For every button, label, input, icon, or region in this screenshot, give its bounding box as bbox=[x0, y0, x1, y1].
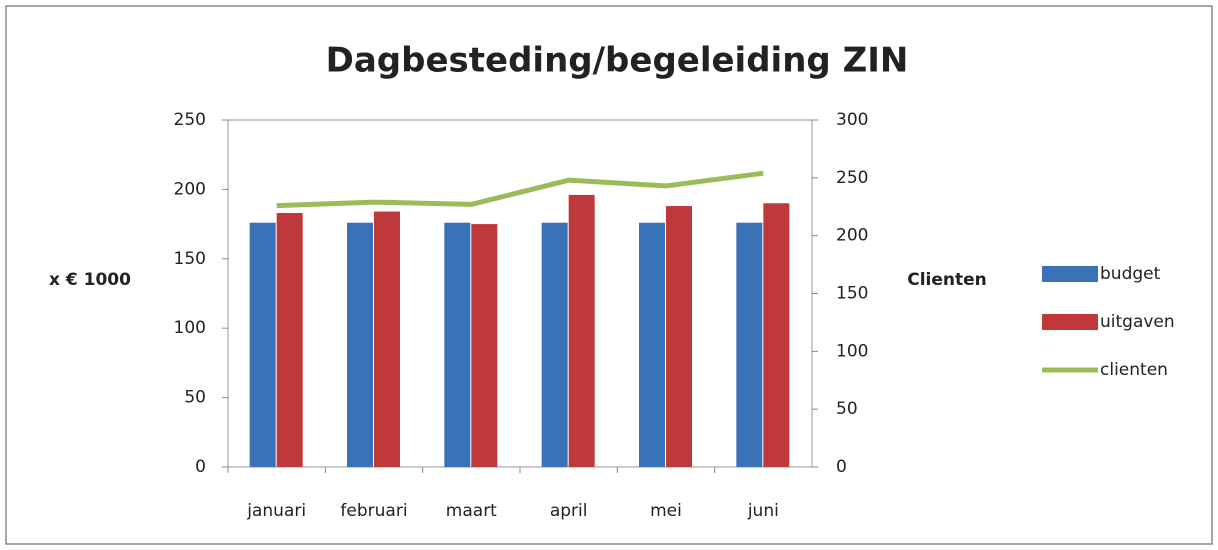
bar bbox=[471, 224, 498, 467]
x-tick-label: april bbox=[550, 501, 588, 521]
y-tick-label: 250 bbox=[174, 110, 206, 130]
chart-title: Dagbesteding/begeleiding ZIN bbox=[326, 41, 909, 81]
x-tick-label: maart bbox=[446, 501, 497, 521]
legend-label: budget bbox=[1100, 264, 1161, 284]
bar bbox=[541, 222, 568, 467]
y2-tick-label: 100 bbox=[836, 341, 868, 361]
bar bbox=[374, 211, 400, 467]
legend-label: clienten bbox=[1100, 360, 1168, 380]
chart-border bbox=[5, 5, 1213, 545]
legend-swatch bbox=[1042, 314, 1098, 330]
y2-tick-label: 300 bbox=[836, 110, 868, 130]
bar bbox=[666, 206, 692, 467]
bar bbox=[736, 222, 763, 467]
y2-tick-label: 50 bbox=[836, 399, 858, 419]
y2-tick-label: 200 bbox=[836, 226, 868, 246]
y2-axis-title: Clienten bbox=[907, 270, 987, 290]
bar bbox=[763, 203, 790, 467]
y-tick-label: 0 bbox=[195, 457, 206, 477]
bar bbox=[568, 194, 595, 467]
y2-tick-label: 250 bbox=[836, 168, 868, 188]
legend-label: uitgaven bbox=[1100, 312, 1175, 332]
bar bbox=[249, 222, 276, 467]
y-tick-label: 50 bbox=[184, 388, 206, 408]
y-axis-title: x € 1000 bbox=[49, 270, 131, 290]
x-tick-label: mei bbox=[650, 501, 682, 521]
y-tick-label: 100 bbox=[174, 318, 206, 338]
bar bbox=[276, 212, 303, 467]
bar bbox=[639, 222, 665, 467]
x-tick-label: juni bbox=[747, 501, 779, 521]
line-series bbox=[276, 170, 764, 209]
bar bbox=[444, 222, 471, 467]
x-tick-label: februari bbox=[340, 501, 407, 521]
bar bbox=[347, 222, 373, 467]
y2-tick-label: 0 bbox=[836, 457, 847, 477]
y-tick-label: 200 bbox=[174, 179, 206, 199]
legend-swatch bbox=[1042, 266, 1098, 282]
x-tick-label: januari bbox=[246, 501, 306, 521]
y2-tick-label: 150 bbox=[836, 284, 868, 304]
y-tick-label: 150 bbox=[174, 249, 206, 269]
